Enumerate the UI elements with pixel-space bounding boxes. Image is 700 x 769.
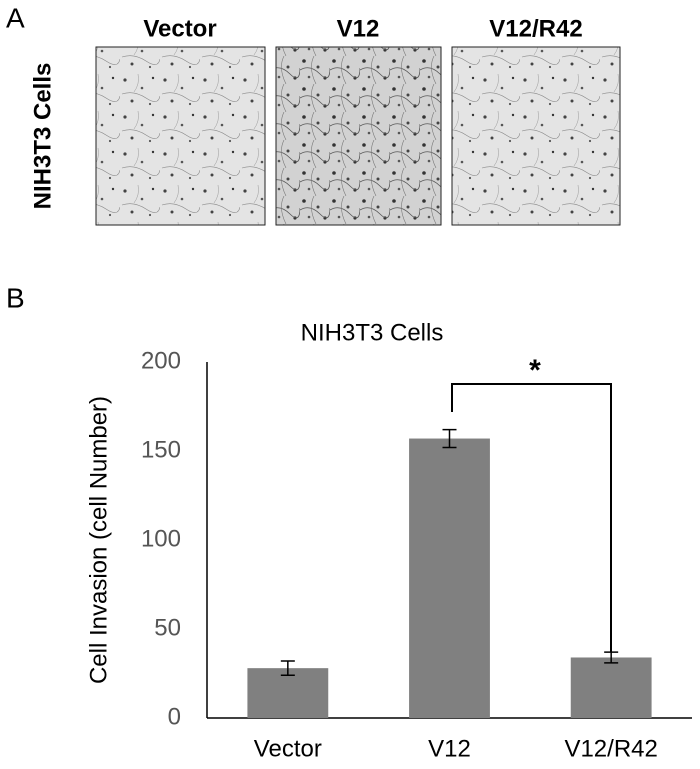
column-label: Vector (143, 15, 216, 42)
error-bar (280, 660, 295, 677)
micrograph (95, 46, 266, 226)
micrographs (95, 46, 621, 226)
significance-bracket (451, 383, 612, 652)
x-tick-label: Vector (254, 735, 322, 762)
y-tick-label: 50 (154, 614, 181, 641)
panel-label: A (6, 2, 25, 33)
significance-label: * (529, 354, 541, 387)
x-tick-label: V12 (428, 735, 471, 762)
bar (247, 668, 329, 718)
bar (570, 657, 652, 718)
y-tick-label: 200 (141, 347, 181, 374)
error-bar (442, 428, 457, 449)
bar (409, 438, 490, 718)
y-tick-label: 0 (168, 703, 181, 730)
y-tick-label: 100 (141, 525, 181, 552)
y-axis-label: Cell Invasion (cell Number) (85, 396, 112, 684)
column-label: V12/R42 (489, 15, 582, 42)
error-bar (604, 651, 619, 664)
panel-label: B (6, 282, 25, 313)
micrograph (275, 46, 442, 226)
column-label: V12 (337, 15, 380, 42)
row-label: NIH3T3 Cells (29, 63, 56, 210)
chart-title: NIH3T3 Cells (301, 319, 444, 346)
x-tick-label: V12/R42 (564, 735, 657, 762)
micrograph (451, 46, 621, 226)
y-tick-label: 150 (141, 436, 181, 463)
